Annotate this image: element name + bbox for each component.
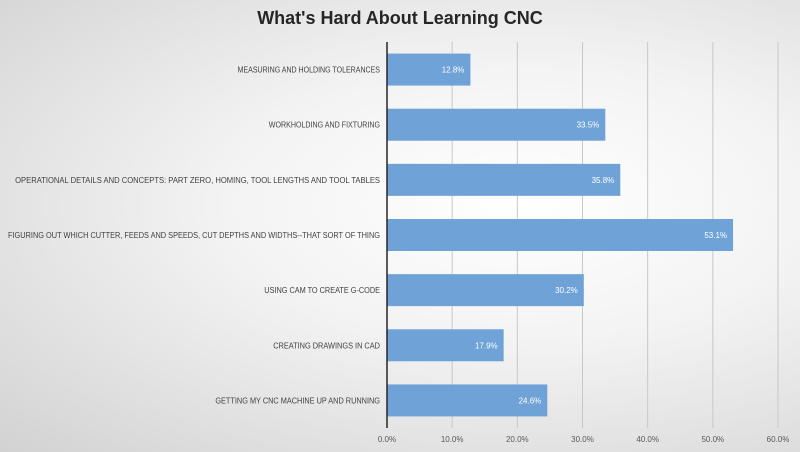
- data-label: 33.5%: [577, 121, 600, 130]
- chart-title: What's Hard About Learning CNC: [257, 8, 543, 28]
- x-tick-label: 0.0%: [378, 435, 396, 444]
- category-label: OPERATIONAL DETAILS AND CONCEPTS: PART Z…: [15, 176, 380, 185]
- bar: [387, 329, 504, 362]
- bar: [387, 53, 471, 86]
- x-tick-label: 10.0%: [441, 435, 464, 444]
- category-label: MEASURING AND HOLDING TOLERANCES: [238, 66, 380, 75]
- bar: [387, 108, 606, 141]
- x-tick-label: 20.0%: [506, 435, 529, 444]
- data-label: 12.8%: [442, 66, 465, 75]
- data-label: 35.8%: [592, 176, 615, 185]
- data-label: 30.2%: [555, 286, 578, 295]
- data-label: 53.1%: [704, 231, 727, 240]
- data-label: 24.6%: [519, 396, 542, 405]
- x-tick-label: 40.0%: [636, 435, 659, 444]
- category-label: GETTING MY CNC MACHINE UP AND RUNNING: [215, 396, 380, 405]
- x-tick-label: 50.0%: [701, 435, 724, 444]
- bar: [387, 384, 548, 417]
- category-label: WORKHOLDING AND FIXTURING: [269, 121, 380, 130]
- x-tick-label: 60.0%: [767, 435, 790, 444]
- bar: [387, 219, 734, 251]
- bar: [387, 163, 621, 196]
- category-label: FIGURING OUT WHICH CUTTER, FEEDS AND SPE…: [8, 231, 380, 240]
- x-tick-label: 30.0%: [571, 435, 594, 444]
- category-label: USING CAM TO CREATE G-CODE: [264, 286, 380, 295]
- bar: [387, 274, 584, 307]
- data-label: 17.9%: [475, 341, 498, 350]
- category-label: CREATING DRAWINGS IN CAD: [273, 341, 380, 350]
